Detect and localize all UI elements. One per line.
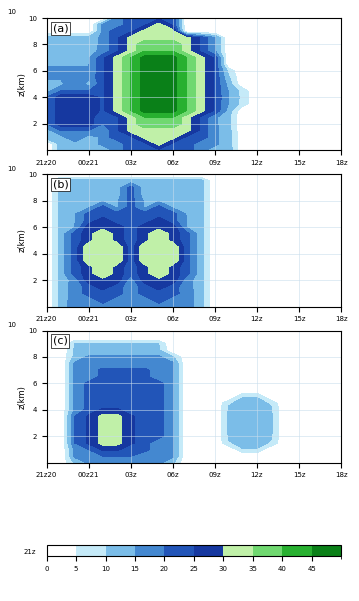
- Text: 10: 10: [7, 10, 16, 16]
- Text: 21z: 21z: [23, 549, 36, 555]
- Y-axis label: z(km): z(km): [18, 385, 27, 409]
- Text: (b): (b): [52, 180, 68, 189]
- Text: (c): (c): [52, 336, 67, 346]
- Y-axis label: z(km): z(km): [18, 72, 27, 96]
- Text: 10: 10: [7, 322, 16, 328]
- Text: 10: 10: [7, 166, 16, 172]
- Y-axis label: z(km): z(km): [18, 228, 27, 252]
- Text: (a): (a): [52, 23, 68, 33]
